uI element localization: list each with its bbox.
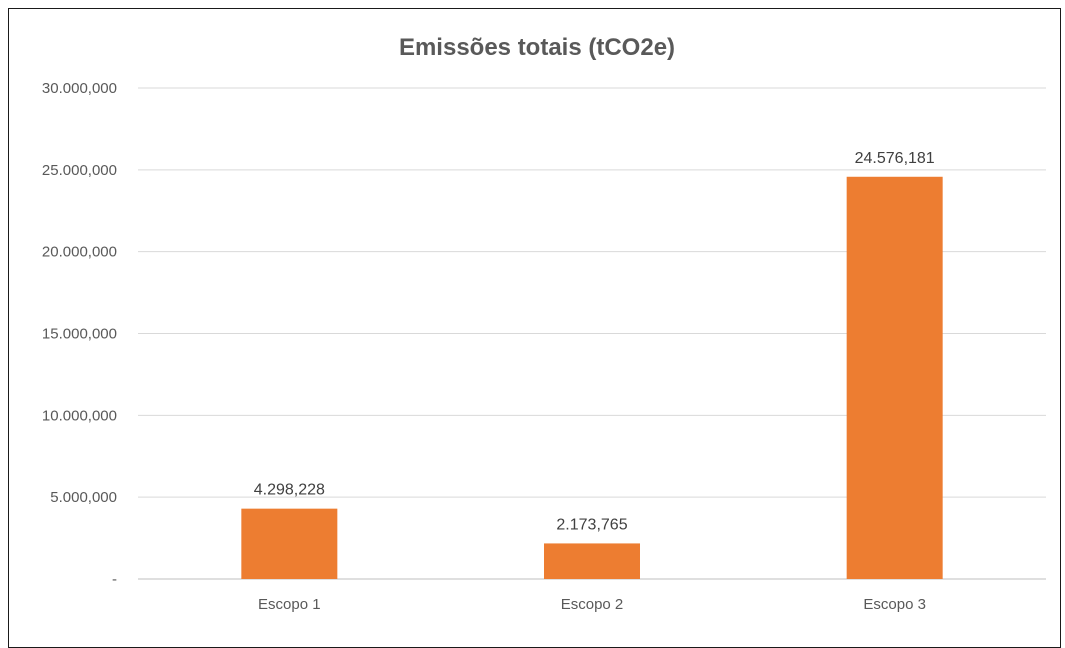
bars (241, 176, 943, 579)
bar (544, 543, 640, 579)
bar (241, 508, 338, 579)
category-label: Escopo 1 (258, 596, 321, 613)
bar (846, 176, 943, 579)
y-tick-label: 25.000,000 (42, 162, 117, 179)
bar-chart: Emissões totais (tCO2e) - 5.000,000 10.000… (42, 34, 1046, 613)
y-tick-label: 10.000,000 (42, 407, 117, 424)
data-label: 24.576,181 (855, 150, 935, 167)
category-label: Escopo 3 (863, 596, 926, 613)
x-axis: Escopo 1 Escopo 2 Escopo 3 (258, 596, 926, 613)
y-axis: - 5.000,000 10.000,000 15.000,000 20.000,000… (42, 80, 117, 588)
y-tick-label: 30.000,000 (42, 80, 117, 97)
chart-title: Emissões totais (tCO2e) (399, 34, 675, 61)
y-tick-label: - (112, 571, 117, 588)
y-tick-label: 5.000,000 (50, 489, 117, 506)
data-label: 2.173,765 (556, 516, 627, 533)
data-labels: 4.298,228 2.173,765 24.576,181 (254, 150, 935, 534)
y-tick-label: 20.000,000 (42, 244, 117, 261)
y-tick-label: 15.000,000 (42, 326, 117, 343)
category-label: Escopo 2 (561, 596, 624, 613)
data-label: 4.298,228 (254, 482, 325, 499)
